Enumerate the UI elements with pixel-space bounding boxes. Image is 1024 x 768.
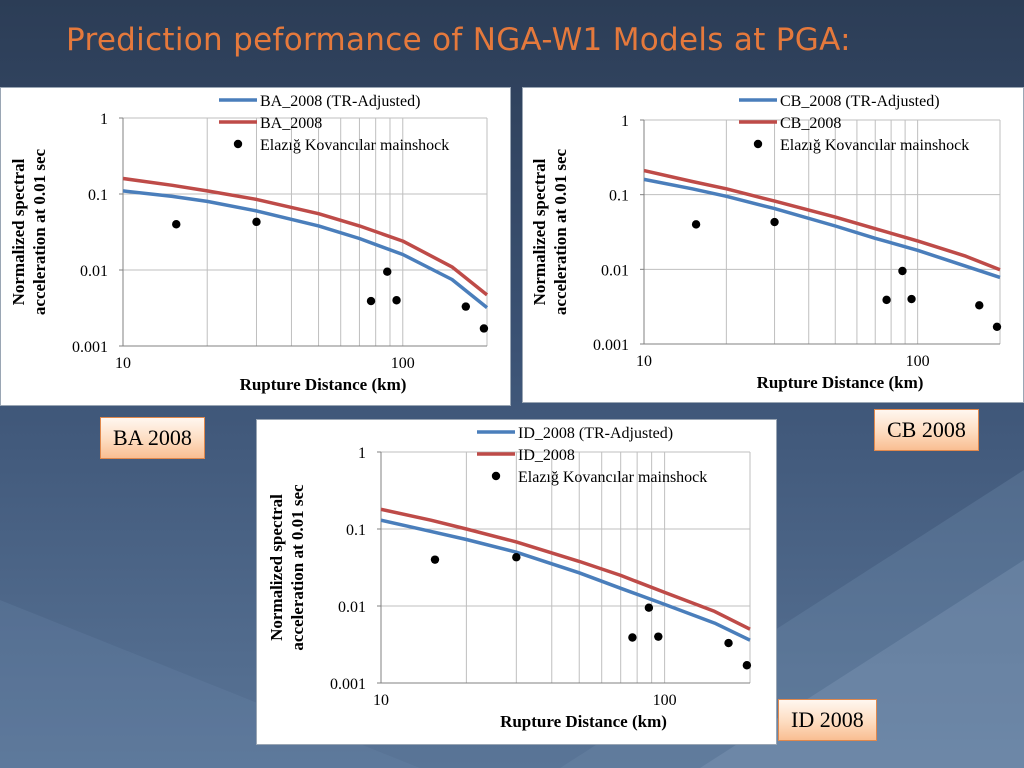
legend-swatch-point [233, 139, 243, 149]
chart-panel-id-2008: 0.001 0.01 0.1 1 10 100 Rupture Distance (km) N… [256, 419, 777, 745]
slide-title: Prediction peformance of NGA-W1 Models a… [66, 22, 851, 58]
legend-entry: CB_2008 (TR-Adjusted) [780, 93, 940, 110]
x-tick-label: 10 [636, 353, 652, 370]
legend-entry: Elazığ Kovancılar mainshock [518, 469, 707, 486]
data-point-mainshock [882, 295, 891, 305]
chart-panel-ba-2008: 0.001 0.01 0.1 1 10 100 Rupture Distance (km) N… [0, 87, 511, 406]
data-point-mainshock [907, 294, 916, 304]
x-axis-title: Rupture Distance (km) [500, 712, 667, 731]
y-tick-label: 0.01 [338, 599, 366, 616]
data-point-mainshock [628, 633, 637, 642]
y-axis-title: Normalized spectral acceleration at 0.01 … [9, 148, 49, 315]
x-tick-label: 10 [373, 692, 389, 709]
y-axis-title: Normalized spectral acceleration at 0.01 … [267, 484, 307, 651]
x-tick-label: 100 [653, 692, 677, 709]
y-tick-label: 0.01 [80, 263, 108, 280]
series-line-tr-adjusted [122, 189, 489, 309]
data-point-mainshock [654, 632, 663, 641]
legend-entry: CB_2008 [780, 115, 841, 132]
y-tick-label: 0.1 [88, 187, 108, 204]
y-axis-title: Normalized spectral acceleration at 0.01 … [530, 148, 570, 315]
y-tick-label: 1 [621, 113, 629, 130]
legend-entry: Elazığ Kovancılar mainshock [260, 137, 449, 154]
label-cb-2008: CB 2008 [874, 409, 979, 451]
x-tick-label: 10 [115, 355, 131, 372]
series-line-original [380, 507, 751, 631]
label-id-2008: ID 2008 [778, 699, 877, 741]
data-point-mainshock [461, 302, 471, 311]
data-point-mainshock [172, 220, 181, 229]
series-line-original [122, 176, 489, 297]
y-axis-title-line: acceleration at 0.01 sec [288, 484, 307, 651]
y-axis-title-line: Normalized spectral [9, 158, 28, 305]
chart-ba-2008: 0.001 0.01 0.1 1 10 100 Rupture Distance (km) N… [9, 93, 489, 394]
y-axis-title-line: acceleration at 0.01 sec [30, 148, 49, 315]
data-point-mainshock [392, 296, 401, 305]
data-point-mainshock [512, 553, 521, 562]
data-point-mainshock [770, 217, 779, 227]
chart-cb-2008: 0.001 0.01 0.1 1 10 100 Rupture Distance (km) N… [530, 93, 1002, 392]
data-point-mainshock [724, 638, 733, 648]
series-line-tr-adjusted [380, 518, 751, 642]
chart-id-2008: 0.001 0.01 0.1 1 10 100 Rupture Distance (km) N… [267, 425, 752, 731]
label-ba-2008: BA 2008 [100, 417, 205, 459]
legend-swatch-point [491, 471, 501, 481]
y-axis-title-line: Normalized spectral [530, 158, 549, 305]
series-line-original [643, 168, 1001, 272]
data-point-mainshock [898, 266, 907, 276]
y-tick-label: 0.01 [601, 262, 629, 279]
x-axis-title: Rupture Distance (km) [240, 375, 407, 394]
data-point-mainshock [366, 296, 376, 306]
data-point-mainshock [383, 267, 392, 276]
data-point-mainshock [975, 301, 984, 310]
x-axis-title: Rupture Distance (km) [757, 373, 924, 392]
y-tick-label: 0.001 [330, 676, 366, 693]
legend-swatch-point [753, 139, 763, 149]
data-point-mainshock [742, 661, 752, 670]
y-axis-title-line: Normalized spectral [267, 494, 286, 641]
legend-entry: BA_2008 (TR-Adjusted) [260, 93, 420, 110]
legend-entry: ID_2008 [518, 447, 575, 464]
y-axis-title-line: acceleration at 0.01 sec [551, 148, 570, 315]
data-point-mainshock [479, 324, 489, 333]
chart-panel-cb-2008: 0.001 0.01 0.1 1 10 100 Rupture Distance (km) N… [522, 87, 1024, 403]
legend-entry: BA_2008 [260, 115, 322, 132]
y-tick-label: 1 [100, 111, 108, 128]
data-point-mainshock [644, 603, 654, 612]
x-tick-label: 100 [391, 355, 415, 372]
series-line-tr-adjusted [643, 177, 1001, 280]
data-point-mainshock [992, 322, 1002, 331]
data-point-mainshock [430, 555, 440, 564]
data-point-mainshock [691, 220, 701, 229]
y-tick-label: 0.1 [609, 188, 629, 205]
data-point-mainshock [252, 217, 261, 227]
legend-entry: Elazığ Kovancılar mainshock [780, 137, 969, 154]
legend-entry: ID_2008 (TR-Adjusted) [518, 425, 673, 442]
y-tick-label: 0.1 [346, 522, 366, 539]
y-tick-label: 0.001 [593, 337, 629, 354]
y-tick-label: 1 [358, 445, 366, 462]
x-tick-label: 100 [906, 353, 930, 370]
y-tick-label: 0.001 [72, 339, 108, 356]
